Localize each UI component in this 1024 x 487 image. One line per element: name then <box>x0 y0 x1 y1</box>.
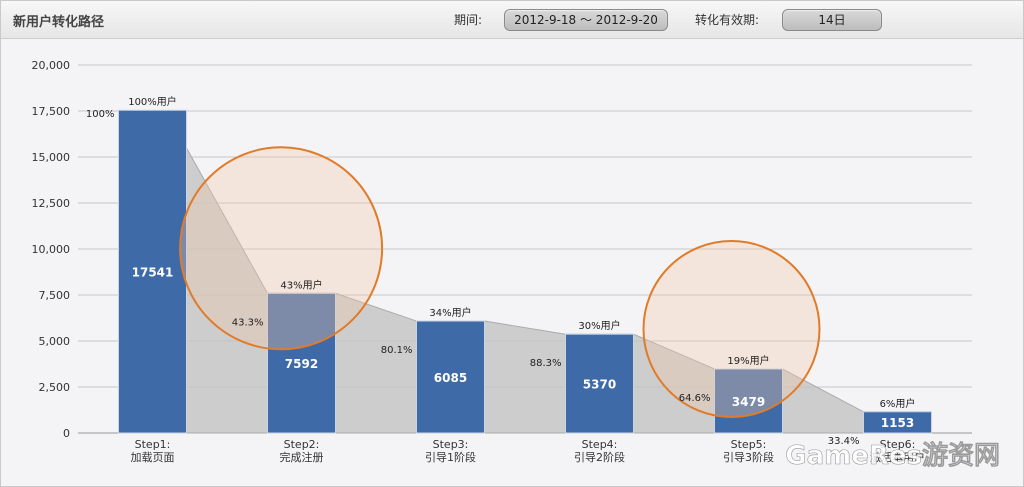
x-tick-label: Step4: <box>582 438 618 451</box>
bar-value-label: 1153 <box>881 416 914 430</box>
x-tick-label: Step2: <box>284 438 320 451</box>
x-tick-label: Step5: <box>731 438 767 451</box>
user-share-label: 43%用户 <box>280 278 322 291</box>
x-tick-label: Step6: <box>880 438 916 451</box>
x-tick-label: 引导1阶段 <box>425 450 476 464</box>
y-tick-label: 15,000 <box>32 151 71 164</box>
y-tick-label: 7,500 <box>39 289 71 302</box>
y-tick-label: 20,000 <box>32 59 71 72</box>
y-tick-label: 12,500 <box>32 197 71 210</box>
bar <box>714 368 783 434</box>
step-conversion-label: 100% <box>86 109 115 120</box>
labels: 17541 100%用户 100% Step1:加载页面 7592 43%用户 43.3% S… <box>86 95 925 464</box>
x-tick-label: 引导3阶段 <box>723 450 774 464</box>
x-tick-label: Step1: <box>135 438 171 451</box>
x-tick-label: 完成注册 <box>280 450 324 464</box>
bar <box>267 292 336 434</box>
step-conversion-label: 88.3% <box>530 358 562 369</box>
highlight-circles <box>179 146 821 418</box>
bar-value-label: 17541 <box>132 266 174 280</box>
x-tick-label: 加载页面 <box>131 451 175 464</box>
chart-header: 新用户转化路径 期间: 2012-9-18 ～ 2012-9-20 转化有效期:… <box>1 1 1023 39</box>
y-tick-label: 17,500 <box>32 105 71 118</box>
user-share-label: 34%用户 <box>429 306 471 319</box>
bar <box>863 411 932 434</box>
highlight-circle <box>179 146 384 351</box>
period-selector[interactable]: 2012-9-18 ～ 2012-9-20 <box>504 9 668 31</box>
user-share-label: 30%用户 <box>578 319 620 332</box>
y-tick-label: 2,500 <box>39 381 71 394</box>
x-tick-label: Step3: <box>433 438 469 451</box>
user-share-label: 6%用户 <box>880 397 916 410</box>
period-label: 期间: <box>454 13 483 27</box>
y-tick-label: 10,000 <box>32 243 71 256</box>
step-conversion-label: 64.6% <box>679 393 711 404</box>
bars <box>118 109 932 434</box>
bar <box>118 109 187 434</box>
step-conversion-label: 33.4% <box>828 436 860 447</box>
step-conversion-label: 80.1% <box>381 345 413 356</box>
user-share-label: 100%用户 <box>128 95 177 108</box>
bar-value-label: 3479 <box>732 395 765 409</box>
bar-value-label: 5370 <box>583 378 616 392</box>
bar-value-label: 7592 <box>285 357 318 371</box>
validity-label: 转化有效期: <box>695 13 760 27</box>
validity-selector[interactable]: 14日 <box>782 9 882 31</box>
bar <box>565 333 634 434</box>
user-share-label: 19%用户 <box>727 354 769 367</box>
step-conversion-label: 43.3% <box>232 317 264 328</box>
x-tick-label: 引导2阶段 <box>574 450 625 464</box>
watermark: GameRes游资网 <box>785 441 1000 471</box>
x-tick-label: 激活本用户 <box>870 450 925 464</box>
bar-value-label: 6085 <box>434 371 467 385</box>
bar <box>416 320 485 434</box>
y-tick-label: 5,000 <box>39 335 71 348</box>
y-tick-label: 0 <box>63 427 70 440</box>
chart-title: 新用户转化路径 <box>13 15 105 30</box>
highlight-circle <box>642 239 821 418</box>
